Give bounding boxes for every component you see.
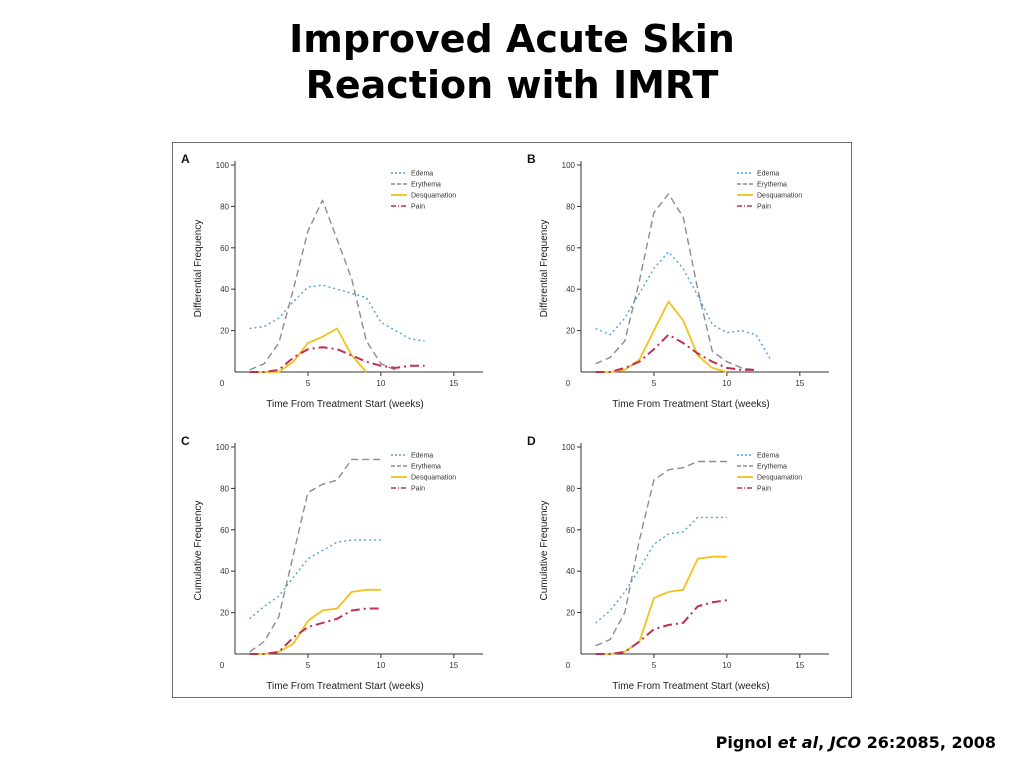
series-line-pain (249, 346, 425, 373)
legend-label: Edema (411, 171, 433, 178)
slide-title-line2: Reaction with IMRT (305, 63, 719, 107)
x-tick-label: 0 (220, 661, 225, 670)
y-tick-label: 20 (220, 609, 229, 618)
x-tick-label: 10 (376, 379, 385, 388)
x-tick-label: 15 (795, 661, 804, 670)
series-line-desquamation (595, 300, 728, 373)
legend-label: Desquamation (757, 193, 802, 200)
panel-a: A 20 40 60 80 100 0 5 10 15 Time From Treatment St… (181, 152, 483, 410)
y-tick-label: 80 (566, 484, 575, 493)
legend-label: Pain (757, 204, 771, 211)
y-tick-label: 20 (220, 327, 229, 336)
x-tick-label: 0 (220, 379, 225, 388)
y-axis-label: Differential Frequency (193, 220, 204, 318)
y-tick-label: 40 (566, 285, 575, 294)
panel-letter: A (181, 152, 190, 166)
x-tick-label: 0 (566, 661, 571, 670)
panel-c: C 20 40 60 80 100 0 5 10 15 Time From Treatment St… (181, 434, 483, 692)
y-tick-label: 40 (566, 567, 575, 576)
legend-label: Erythema (411, 182, 441, 189)
x-tick-label: 10 (722, 661, 731, 670)
y-tick-label: 60 (566, 244, 575, 253)
legend-label: Pain (411, 204, 425, 211)
citation-journal: JCO (829, 733, 862, 752)
panel-b: B 20 40 60 80 100 0 5 10 15 Time From Treatment St… (527, 152, 829, 410)
slide-title-line1: Improved Acute Skin (289, 17, 735, 61)
legend-label: Erythema (757, 182, 787, 189)
y-tick-label: 100 (562, 443, 576, 452)
y-tick-label: 60 (220, 244, 229, 253)
citation-sep: , (818, 733, 830, 752)
chart-figure: A 20 40 60 80 100 0 5 10 15 Time From Treatment St… (172, 142, 852, 698)
y-tick-label: 100 (216, 443, 230, 452)
x-axis-label: Time From Treatment Start (weeks) (266, 681, 423, 692)
series-line-edema (249, 284, 425, 342)
series-line-erythema (595, 193, 757, 371)
citation: Pignol et al, JCO 26:2085, 2008 (716, 733, 996, 752)
y-tick-label: 80 (220, 484, 229, 493)
x-tick-label: 10 (722, 379, 731, 388)
x-tick-label: 5 (306, 379, 311, 388)
series-line-pain (595, 599, 728, 655)
legend-label: Edema (757, 171, 779, 178)
series-line-desquamation (595, 555, 727, 655)
series-line-edema (249, 539, 381, 620)
panel-letter: D (527, 434, 536, 448)
y-axis-label: Cumulative Frequency (193, 500, 204, 600)
panel-letter: C (181, 434, 190, 448)
x-tick-label: 15 (449, 661, 458, 670)
legend-label: Pain (411, 486, 425, 493)
x-axis-label: Time From Treatment Start (weeks) (612, 399, 769, 410)
legend-label: Erythema (757, 464, 787, 471)
y-tick-label: 100 (562, 161, 576, 170)
x-tick-label: 15 (449, 379, 458, 388)
x-tick-label: 15 (795, 379, 804, 388)
y-tick-label: 20 (566, 609, 575, 618)
y-axis-label: Cumulative Frequency (539, 500, 550, 600)
series-line-erythema (249, 458, 381, 653)
legend-label: Desquamation (411, 475, 456, 482)
x-tick-label: 5 (652, 379, 657, 388)
y-tick-label: 60 (566, 526, 575, 535)
series-line-pain (595, 333, 757, 373)
x-tick-label: 10 (376, 661, 385, 670)
slide-title: Improved Acute Skin Reaction with IMRT (0, 16, 1024, 108)
x-tick-label: 0 (566, 379, 571, 388)
y-tick-label: 20 (566, 327, 575, 336)
x-axis-label: Time From Treatment Start (weeks) (612, 681, 769, 692)
citation-ref: 26:2085, 2008 (861, 733, 996, 752)
y-tick-label: 80 (220, 202, 229, 211)
legend-label: Pain (757, 486, 771, 493)
legend-label: Desquamation (757, 475, 802, 482)
x-tick-label: 5 (306, 661, 311, 670)
series-line-pain (249, 607, 381, 655)
x-tick-label: 5 (652, 661, 657, 670)
series-line-edema (595, 516, 727, 624)
y-tick-label: 40 (220, 285, 229, 294)
citation-authors: Pignol (715, 733, 778, 752)
y-tick-label: 100 (216, 161, 230, 170)
panel-d: D 20 40 60 80 100 0 5 10 15 Time From Treatment St… (527, 434, 829, 692)
y-axis-label: Differential Frequency (539, 220, 550, 318)
y-tick-label: 40 (220, 567, 229, 576)
series-line-erythema (595, 460, 727, 647)
legend-label: Edema (757, 453, 779, 460)
legend-label: Edema (411, 453, 433, 460)
series-line-erythema (249, 199, 396, 371)
legend-label: Erythema (411, 464, 441, 471)
legend-label: Desquamation (411, 193, 456, 200)
y-tick-label: 80 (566, 202, 575, 211)
citation-etal: et al (777, 733, 819, 752)
panel-letter: B (527, 152, 536, 166)
x-axis-label: Time From Treatment Start (weeks) (266, 399, 423, 410)
series-line-desquamation (249, 588, 381, 655)
y-tick-label: 60 (220, 526, 229, 535)
